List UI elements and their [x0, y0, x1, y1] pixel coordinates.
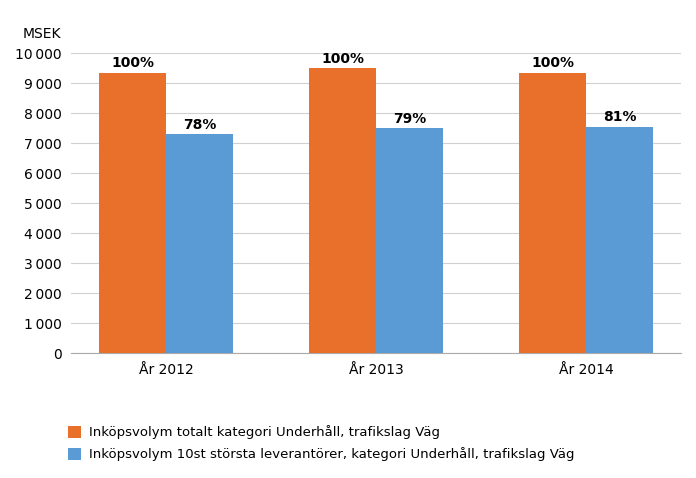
Bar: [586, 127, 654, 353]
Bar: [309, 68, 376, 353]
Bar: [519, 73, 586, 353]
Text: 79%: 79%: [393, 112, 427, 126]
Bar: [99, 73, 166, 353]
Legend: Inköpsvolym totalt kategori Underhåll, trafikslag Väg, Inköpsvolym 10st största : Inköpsvolym totalt kategori Underhåll, t…: [62, 420, 580, 467]
Text: 81%: 81%: [603, 110, 636, 124]
Text: 100%: 100%: [531, 56, 574, 70]
Bar: [166, 134, 233, 353]
Text: MSEK: MSEK: [22, 27, 61, 41]
Text: 100%: 100%: [321, 52, 364, 66]
Text: 100%: 100%: [111, 56, 154, 70]
Bar: [376, 128, 443, 353]
Text: 78%: 78%: [183, 118, 216, 132]
